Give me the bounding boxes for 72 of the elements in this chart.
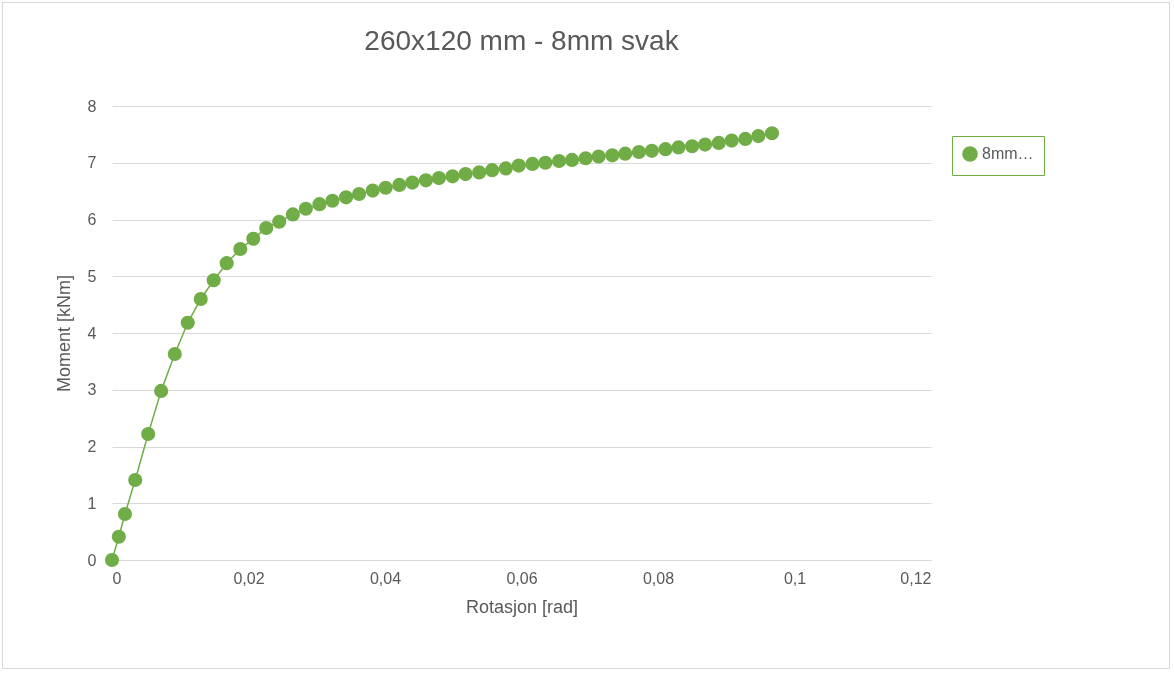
point [538, 155, 553, 170]
point [751, 129, 766, 144]
x-tick-label: 0 [112, 569, 122, 587]
point [272, 214, 287, 229]
point [698, 137, 713, 152]
x-tick-label: 0,08 [642, 569, 675, 587]
point [525, 156, 540, 171]
x-tick-label: 0,12 [900, 569, 932, 587]
point [206, 273, 221, 288]
point [578, 151, 593, 166]
point [418, 173, 434, 188]
point [180, 315, 195, 330]
point [167, 346, 182, 362]
point [259, 220, 274, 236]
y-tick-label: 7 [87, 154, 97, 172]
point [671, 140, 686, 155]
point [764, 126, 780, 141]
x-tick-label: 0,1 [783, 569, 807, 587]
point [193, 291, 208, 307]
point [511, 158, 526, 173]
point [564, 152, 580, 167]
point [658, 142, 673, 157]
point [498, 161, 513, 176]
point [485, 163, 500, 178]
y-tick-label: 2 [87, 438, 97, 455]
point [405, 175, 420, 190]
point [154, 383, 169, 398]
chart-title: 260x120 mm - 8mm svak [364, 25, 680, 56]
point [431, 171, 446, 186]
point [472, 165, 487, 180]
y-tick-label: 0 [87, 551, 97, 569]
x-tick-label: 0,04 [369, 569, 402, 587]
x-tick-label: 0,06 [506, 569, 538, 587]
point [618, 146, 633, 161]
point [378, 180, 393, 195]
point [233, 241, 248, 257]
point [104, 552, 120, 568]
point [711, 135, 726, 150]
point [285, 207, 300, 222]
point [325, 193, 340, 208]
point [219, 256, 234, 271]
point [298, 201, 313, 216]
point [351, 186, 367, 202]
y-tick-label: 6 [87, 211, 97, 228]
point [644, 143, 659, 158]
point [685, 139, 700, 154]
point [141, 426, 156, 442]
y-tick-label: 1 [87, 494, 97, 512]
point [738, 131, 753, 146]
point [128, 472, 143, 488]
point [111, 529, 126, 544]
point [631, 144, 646, 160]
y-tick-label: 3 [87, 381, 97, 399]
y-axis-title: Moment [kNm] [53, 274, 74, 393]
point [458, 167, 473, 182]
point [117, 506, 133, 522]
point [392, 177, 407, 192]
point [724, 133, 739, 148]
y-tick-label: 5 [87, 267, 97, 285]
point [365, 183, 380, 198]
point [605, 148, 620, 163]
y-tick-label: 8 [87, 97, 97, 115]
x-axis-title: Rotasjon [rad] [465, 596, 579, 617]
x-tick-label: 0,02 [233, 569, 265, 587]
point [551, 153, 567, 169]
point [445, 169, 460, 184]
point [312, 197, 327, 212]
point [246, 231, 261, 246]
point [339, 190, 354, 205]
y-tick-label: 4 [87, 324, 97, 342]
legend-label: 8mm… [982, 145, 1034, 162]
point [591, 149, 606, 164]
